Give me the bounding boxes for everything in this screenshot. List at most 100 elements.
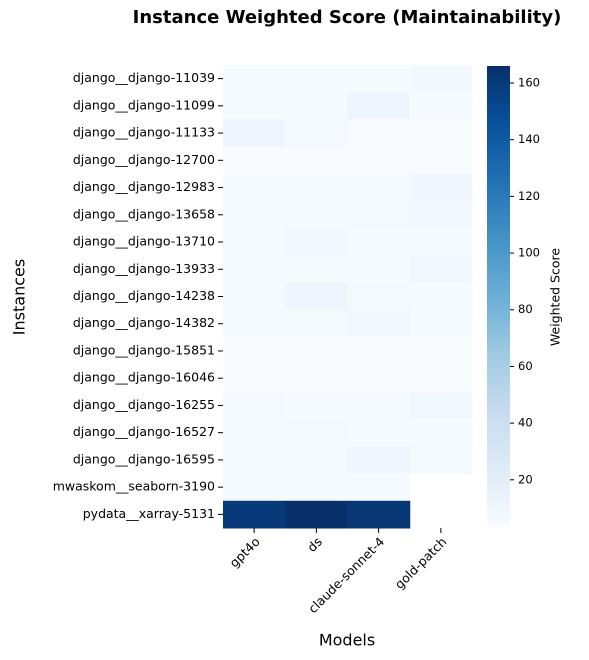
heatmap-cell (409, 92, 473, 120)
heatmap-cell (223, 337, 286, 366)
colorbar-tick-label: 160 (518, 76, 540, 90)
heatmap-cell (347, 255, 411, 284)
heatmap-cell (347, 419, 411, 447)
colorbar-tick-label: 60 (518, 359, 533, 373)
heatmap-cell (347, 310, 411, 338)
heatmap-cell (223, 146, 286, 175)
colorbar-label: Weighted Score (548, 248, 563, 346)
heatmap-cell (347, 337, 411, 366)
heatmap-cell (223, 255, 286, 284)
y-tick-label: django__django-11039 (73, 70, 215, 85)
y-tick-label: django__django-13933 (73, 261, 215, 276)
heatmap-cell (347, 173, 411, 202)
heatmap-cell (223, 310, 286, 338)
heatmap-cell (347, 146, 411, 175)
heatmap-cell (409, 228, 473, 257)
y-tick-label: django__django-16595 (73, 451, 215, 466)
y-tick-label: django__django-14238 (73, 288, 215, 303)
heatmap-cell (347, 446, 411, 475)
heatmap-cell (347, 282, 411, 311)
heatmap-cell (409, 173, 473, 202)
heatmap-cell (347, 201, 411, 229)
heatmap-cell (347, 228, 411, 257)
y-tick-label: django__django-16255 (73, 397, 215, 412)
heatmap-cell (223, 500, 286, 529)
colorbar-tick-label: 140 (518, 132, 540, 146)
x-tick-label: ds (304, 534, 325, 555)
heatmap-cell (285, 173, 348, 202)
heatmap-cell (285, 500, 348, 529)
y-tick-label: pydata__xarray-5131 (83, 506, 215, 521)
y-tick-label: django__django-16046 (73, 370, 215, 385)
y-tick-label: django__django-11099 (73, 97, 215, 112)
heatmap-cell (285, 228, 348, 257)
heatmap-cell (285, 146, 348, 175)
heatmap-cell (409, 446, 473, 475)
colorbar-tick-label: 120 (518, 189, 540, 203)
heatmap-cell (285, 65, 348, 93)
heatmap-cell (409, 364, 473, 393)
heatmap-cell (285, 473, 348, 502)
heatmap-cell (285, 255, 348, 284)
heatmap-cell (285, 119, 348, 148)
heatmap-cell (347, 65, 411, 93)
y-tick-label: django__django-13658 (73, 206, 215, 221)
heatmap-cell (223, 92, 286, 120)
y-tick-label: django__django-11133 (73, 125, 215, 140)
heatmap-cell (223, 65, 286, 93)
heatmap-cell (223, 364, 286, 393)
heatmap-cell (409, 337, 473, 366)
colorbar-tick-label: 80 (518, 302, 533, 316)
heatmap-cell (347, 119, 411, 148)
heatmap-cell (285, 446, 348, 475)
heatmap-cell (409, 255, 473, 284)
heatmap-cell (285, 92, 348, 120)
heatmap-cell (409, 65, 473, 93)
heatmap-cell (347, 473, 411, 502)
y-tick-label: django__django-12700 (73, 152, 215, 167)
heatmap-cell (223, 282, 286, 311)
y-tick-label: django__django-16527 (73, 424, 215, 439)
heatmap-cell (223, 201, 286, 229)
heatmap-cell (285, 282, 348, 311)
heatmap-cell (223, 419, 286, 447)
heatmap-cell (409, 282, 473, 311)
colorbar-tick-label: 40 (518, 416, 533, 430)
x-tick-label: gold-patch (392, 534, 450, 592)
heatmap-cell (223, 473, 286, 502)
heatmap-cell (409, 310, 473, 338)
x-tick-label: gpt4o (226, 534, 262, 570)
y-tick-label: django__django-12983 (73, 179, 215, 194)
heatmap-cell (285, 391, 348, 420)
y-tick-label: django__django-15851 (73, 342, 215, 357)
y-tick-label: django__django-14382 (73, 315, 215, 330)
heatmap-cell (285, 337, 348, 366)
heatmap-cell (285, 419, 348, 447)
heatmap-cell (223, 228, 286, 257)
colorbar-tick-label: 100 (518, 246, 540, 260)
heatmap-cell (409, 391, 473, 420)
heatmap-cell (223, 119, 286, 148)
heatmap-cell (347, 364, 411, 393)
heatmap-cell (347, 500, 411, 529)
heatmap-cell (223, 446, 286, 475)
heatmap-cell (409, 201, 473, 229)
heatmap-cell (285, 364, 348, 393)
heatmap-cell (409, 419, 473, 447)
x-axis-label: Models (319, 631, 375, 650)
heatmap-cell (347, 391, 411, 420)
heatmap-cell (285, 201, 348, 229)
heatmap-cell (347, 92, 411, 120)
y-tick-label: mwaskom__seaborn-3190 (53, 479, 215, 494)
colorbar (487, 66, 510, 526)
y-tick-label: django__django-13710 (73, 234, 215, 249)
heatmap-cell (223, 391, 286, 420)
heatmap-cell (223, 173, 286, 202)
colorbar-tick-label: 20 (518, 472, 533, 486)
chart-title: Instance Weighted Score (Maintainability… (133, 7, 562, 28)
y-axis-label: Instances (10, 259, 29, 335)
heatmap-cell (285, 310, 348, 338)
heatmap-cell (409, 146, 473, 175)
heatmap-cell (409, 119, 473, 148)
